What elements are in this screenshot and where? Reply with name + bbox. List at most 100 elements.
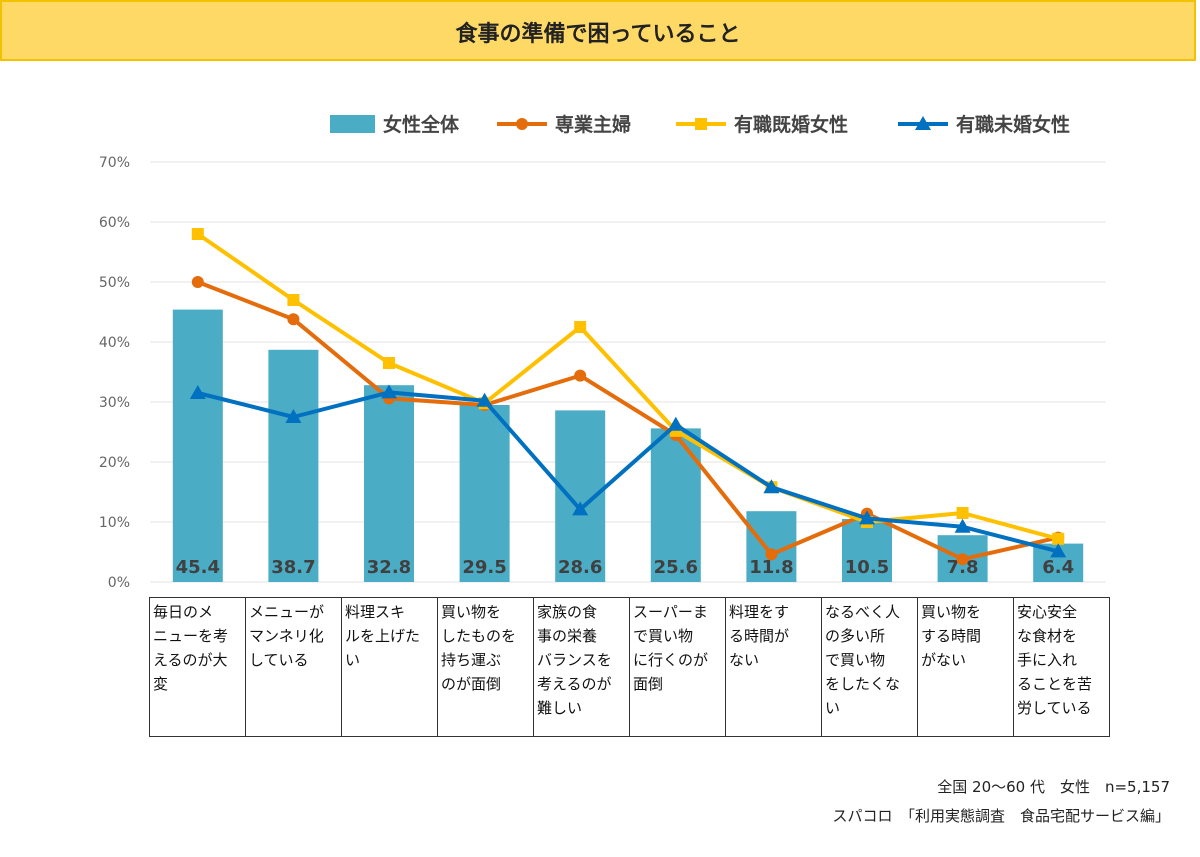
legend-label: 専業主婦 — [555, 113, 631, 136]
category-line: ない — [729, 651, 760, 669]
y-tick-label: 20% — [99, 455, 130, 471]
line-point — [695, 118, 707, 130]
category-cell: スーパーまで買い物に行くのが面倒 — [629, 597, 726, 737]
series-line — [197, 280, 1059, 562]
line-point — [287, 294, 300, 306]
line-point — [191, 276, 204, 288]
category-line: 難しい — [537, 699, 583, 717]
category-cell: 買い物をしたものを持ち運ぶのが面倒 — [437, 597, 534, 737]
bar — [172, 309, 223, 582]
y-tick-label: 10% — [99, 515, 130, 531]
data-label: 25.6 — [654, 557, 698, 578]
data-label: 38.7 — [271, 557, 315, 578]
category-line: なるべく人 — [825, 603, 901, 621]
line-point — [763, 479, 780, 494]
line-point — [383, 357, 395, 369]
category-line: い — [825, 699, 841, 717]
category-line: ることを苦 — [1017, 675, 1093, 693]
line-point — [956, 553, 969, 566]
line-point — [574, 321, 587, 333]
series-line — [196, 232, 1059, 541]
chart-title: 食事の準備で困っていること — [455, 22, 741, 47]
category-line: メニューが — [249, 603, 325, 621]
category-line: スーパーま — [633, 603, 708, 621]
line-point — [516, 118, 528, 130]
line-point — [859, 510, 875, 525]
data-label: 11.8 — [749, 557, 793, 578]
category-cell: 料理をす る時間が ない — [725, 597, 822, 737]
legend-swatch — [330, 115, 375, 133]
line-point — [956, 507, 969, 519]
data-label: 32.8 — [367, 557, 411, 578]
line-point — [476, 392, 493, 407]
bar — [459, 405, 510, 582]
category-line: 毎日のメ — [153, 603, 214, 621]
data-label: 7.8 — [947, 557, 979, 578]
category-line: している — [249, 651, 309, 669]
category-line: で買い物 — [633, 627, 694, 645]
category-line: したものを — [441, 627, 517, 645]
category-line: がない — [921, 651, 967, 669]
category-line: 持ち運ぶ — [441, 651, 502, 669]
y-tick-label: 0% — [108, 575, 130, 591]
line-point — [287, 313, 300, 326]
category-line: 安心安全 — [1017, 603, 1078, 621]
y-tick-label: 40% — [99, 335, 130, 351]
category-line: 買い物を — [441, 603, 502, 621]
line-point — [915, 116, 931, 130]
y-tick-label: 50% — [99, 275, 130, 291]
y-tick-label: 30% — [99, 395, 130, 411]
category-line: バランスを — [537, 651, 612, 669]
category-line: い — [345, 651, 361, 669]
line-point — [1050, 543, 1067, 558]
category-line: で買い物 — [825, 651, 886, 669]
category-line: 労している — [1017, 699, 1092, 717]
bar — [364, 385, 414, 582]
line-point — [191, 228, 204, 240]
data-label: 45.4 — [176, 557, 220, 578]
line-point — [667, 416, 684, 431]
category-line: 考えるのが — [537, 675, 612, 693]
y-tick-label: 70% — [99, 155, 130, 171]
data-label: 29.5 — [462, 557, 506, 578]
category-line: をしたくな — [825, 675, 901, 693]
category-line: ニューを考 — [153, 627, 229, 645]
series-line — [197, 390, 1059, 554]
category-cell: 料理スキ ルを上げたい — [341, 597, 438, 737]
category-line: な食材を — [1017, 627, 1078, 645]
sample-note: 全国 20～60 代 女性 n=5,157 — [937, 778, 1170, 796]
line-point — [1052, 532, 1065, 545]
category-line: 手に入れ — [1017, 651, 1078, 669]
data-label: 28.6 — [558, 557, 602, 578]
category-line: 変 — [153, 675, 169, 693]
line-point — [285, 409, 302, 423]
category-row: 毎日のメ ニューを考 えるのが大変メニューが マンネリ化 している 料理スキ ルを上げたい買… — [149, 597, 1110, 737]
category-line: 家族の食 — [537, 603, 598, 621]
category-line: 買い物を — [921, 603, 982, 621]
line-point — [381, 384, 397, 399]
category-cell: 家族の食事の栄養バランスを考えるのが難しい — [533, 597, 630, 737]
category-line: する時間 — [921, 627, 982, 645]
category-cell: 安心安全な食材を手に入れることを苦労している — [1013, 597, 1110, 737]
category-line: マンネリ化 — [249, 627, 324, 645]
data-label: 10.5 — [845, 557, 889, 578]
category-line: に行くのが — [633, 651, 709, 669]
category-line: のが面倒 — [441, 675, 502, 693]
bar — [842, 519, 892, 582]
data-label: 6.4 — [1042, 557, 1074, 578]
category-line: 面倒 — [633, 675, 664, 693]
category-line: 料理スキ — [345, 603, 406, 621]
category-line: 料理をす — [729, 603, 790, 621]
line-point — [574, 369, 587, 382]
legend-label: 有職既婚女性 — [734, 113, 848, 136]
source-note: スパコロ 「利用実態調査 食品宅配サービス編」 — [832, 807, 1170, 825]
category-table: 毎日のメ ニューを考 えるのが大変メニューが マンネリ化 している 料理スキ ルを上げたい買… — [149, 597, 1110, 737]
y-tick-label: 60% — [99, 215, 130, 231]
line-point — [765, 548, 778, 561]
category-line: の多い所 — [825, 627, 886, 645]
category-line: 事の栄養 — [537, 627, 598, 645]
category-cell: 毎日のメ ニューを考 えるのが大変 — [149, 597, 246, 737]
category-cell: 買い物をする時間がない — [917, 597, 1014, 737]
line-point — [189, 385, 206, 399]
